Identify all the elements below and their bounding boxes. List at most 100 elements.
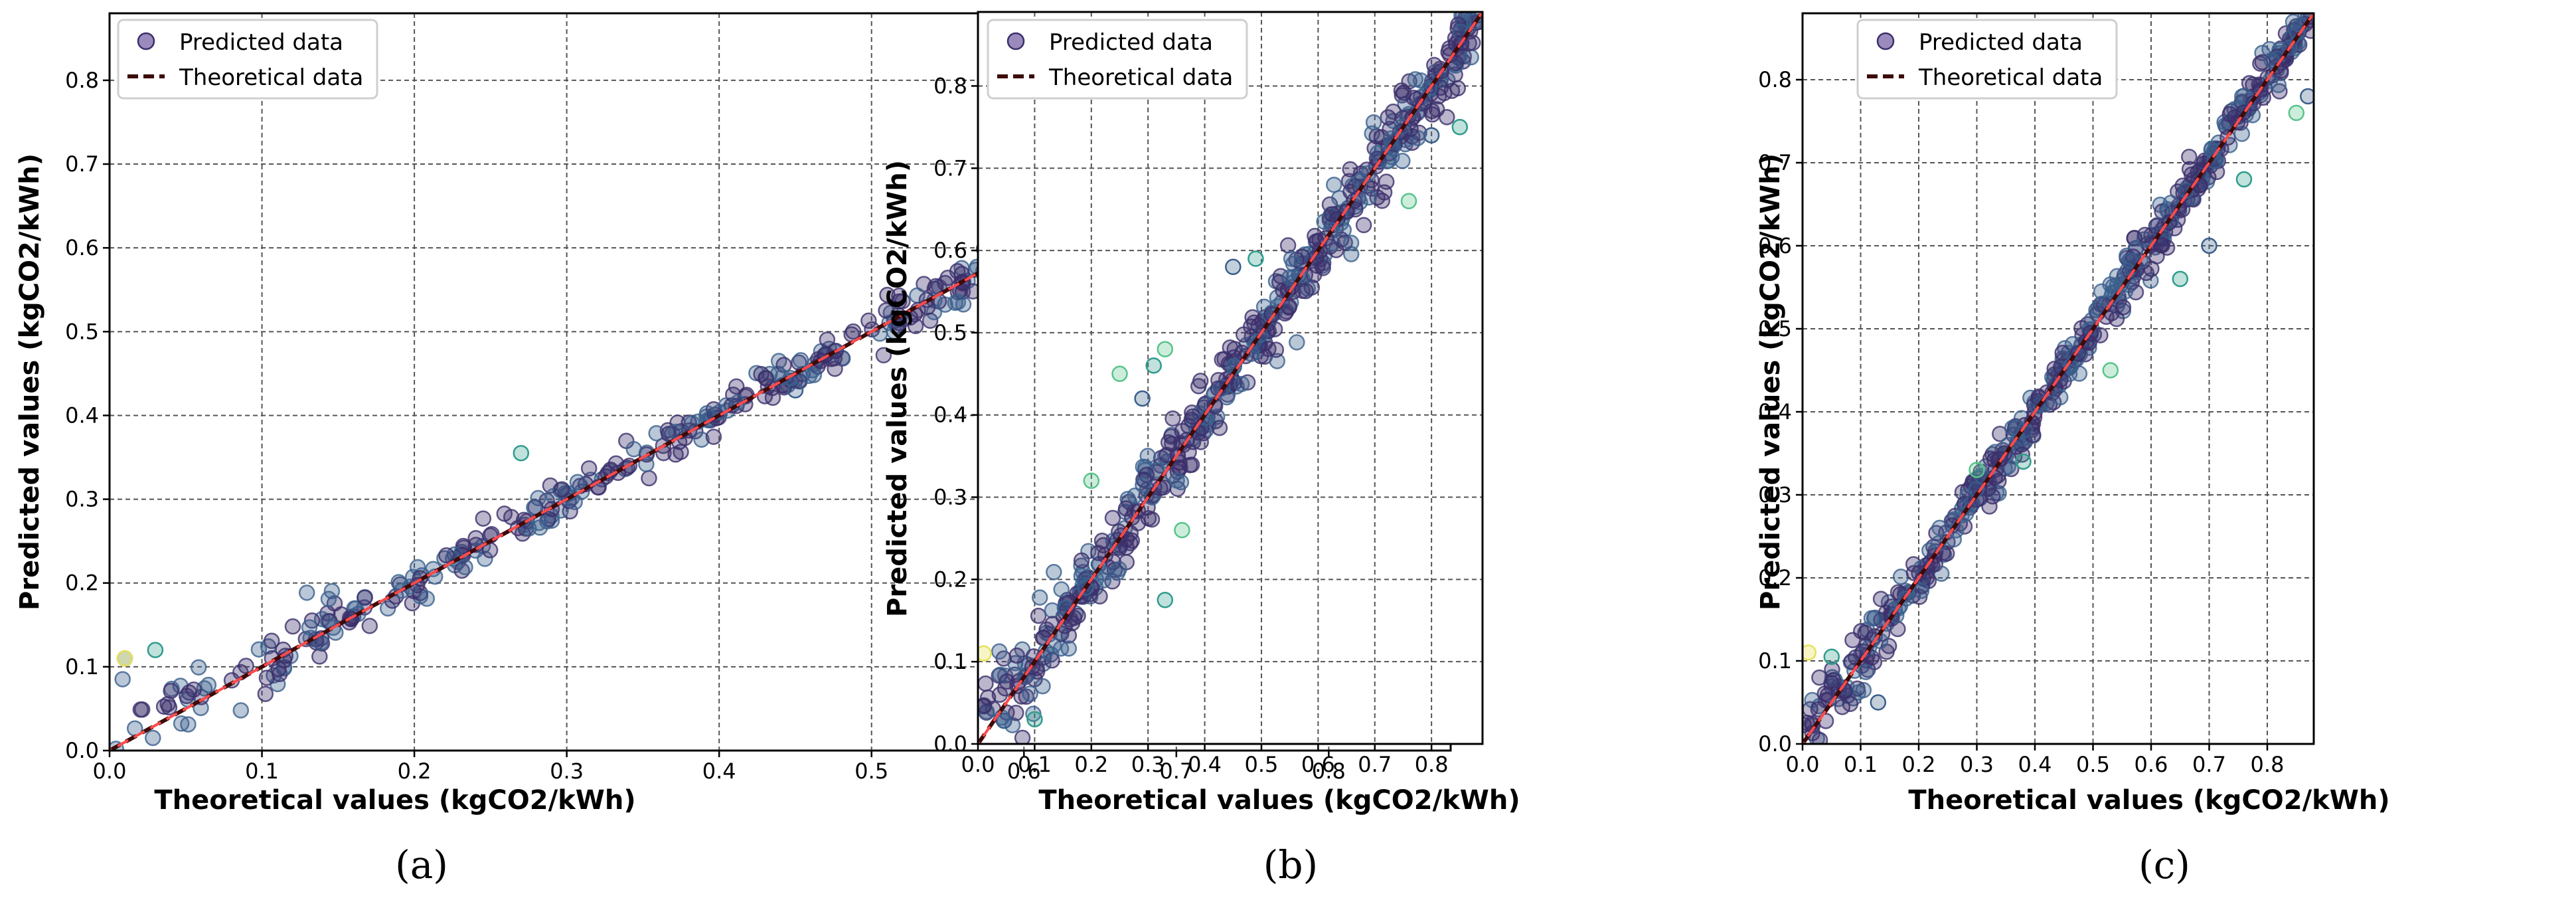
data-point — [728, 378, 745, 395]
data-point — [1233, 375, 1250, 393]
data-point — [978, 675, 994, 692]
data-point — [1981, 498, 1998, 515]
data-point — [145, 729, 161, 747]
data-point-outlier — [116, 650, 133, 667]
data-point — [1034, 677, 1051, 695]
legend-label-predicted: Predicted data — [1049, 29, 1213, 56]
y-tick-label: 0.4 — [1758, 399, 1792, 424]
y-tick-label: 0.8 — [933, 73, 967, 98]
grid — [1803, 13, 2314, 744]
legend-box — [1856, 19, 2118, 100]
y-tick-label: 0.2 — [1758, 565, 1792, 590]
data-point — [1053, 581, 1070, 598]
data-point-outlier — [1083, 472, 1100, 490]
data-point — [2054, 344, 2071, 361]
data-point — [530, 490, 546, 507]
data-point — [1111, 561, 1127, 578]
data-point — [1299, 280, 1316, 297]
data-point — [2271, 83, 2288, 100]
legend: Predicted data Theoretical data — [987, 19, 1248, 100]
theoretical-line-red — [978, 12, 1483, 744]
data-point — [819, 331, 836, 348]
data-point — [1892, 569, 1909, 585]
x-tick-label: 0.4 — [2018, 752, 2052, 777]
data-point — [860, 312, 877, 329]
data-point — [1283, 250, 1300, 267]
x-tick-label: 0.2 — [398, 759, 432, 784]
data-point — [705, 428, 722, 445]
data-point — [991, 686, 1008, 703]
data-point — [1117, 500, 1135, 517]
data-point — [323, 583, 341, 600]
data-point — [1279, 237, 1297, 254]
data-point — [1342, 234, 1360, 251]
data-point — [1192, 434, 1209, 450]
subcaption: (a) — [395, 842, 448, 887]
data-point — [503, 509, 520, 525]
x-tick-label: 0.2 — [1074, 752, 1108, 777]
data-point — [180, 716, 197, 733]
data-point — [1394, 153, 1411, 169]
data-point — [250, 641, 268, 658]
plot-area: 0.0 0.1 0.2 0.3 0.4 0.5 0.6 0.7 0.8 0.0 0.1 0.2 0.3 0… — [1758, 12, 2315, 777]
data-point — [1104, 509, 1121, 527]
data-point — [1165, 410, 1181, 427]
data-point-outlier — [978, 645, 992, 662]
axes-frame — [977, 11, 1484, 745]
data-point — [1163, 428, 1180, 445]
legend: Predicted data Theoretical data — [117, 19, 378, 100]
y-tick-label: 0.2 — [933, 567, 967, 592]
data-point — [1816, 685, 1834, 702]
data-point — [379, 600, 396, 617]
data-point — [1260, 340, 1277, 357]
y-tick-label: 0.6 — [933, 238, 967, 263]
data-point — [1905, 556, 1922, 573]
data-point — [270, 660, 287, 677]
y-tick-label: 0.8 — [1758, 67, 1792, 92]
data-point — [1281, 269, 1298, 286]
y-tick-label: 0.3 — [65, 487, 99, 512]
theoretical-line — [978, 12, 1483, 744]
data-point — [1281, 298, 1298, 315]
data-point — [2136, 226, 2154, 244]
x-tick-label: 0.5 — [2076, 752, 2110, 777]
data-point — [625, 441, 643, 458]
data-point — [1046, 564, 1062, 581]
legend-label-predicted: Predicted data — [1919, 29, 2083, 56]
data-point — [1365, 114, 1382, 131]
data-point — [875, 347, 892, 364]
data-point — [1073, 552, 1090, 569]
y-axis-label: Predicted values (kgCO2/kWh) — [1755, 153, 1786, 610]
data-point-outlier — [513, 444, 530, 462]
data-point — [257, 685, 274, 702]
data-point — [979, 689, 997, 706]
x-tick-label: 0.6 — [2134, 752, 2168, 777]
data-point — [1844, 632, 1861, 648]
x-tick-label: 0.4 — [702, 759, 736, 784]
data-point — [232, 702, 250, 719]
x-tick-label: 0.8 — [1415, 752, 1449, 777]
data-point — [526, 499, 542, 516]
data-point — [1243, 318, 1259, 335]
data-point — [1396, 84, 1412, 101]
data-point — [1183, 411, 1200, 428]
x-tick-label: 0.1 — [1844, 752, 1878, 777]
data-point — [1880, 638, 1897, 654]
y-tick-label: 0.3 — [933, 485, 967, 510]
x-tick-label: 0.8 — [2251, 752, 2285, 777]
data-point — [1449, 80, 1467, 97]
data-point — [2052, 389, 2069, 406]
y-tick-label: 0.1 — [1758, 648, 1792, 674]
data-point — [758, 370, 775, 387]
data-point-outlier — [1145, 357, 1162, 374]
plot-area: 0.0 0.1 0.2 0.3 0.4 0.5 0.6 0.7 0.8 0.0 0.1 0.2 0.3 0… — [933, 11, 1484, 777]
x-axis-label: Theoretical values (kgCO2/kWh) — [1908, 785, 2389, 816]
legend: Predicted data Theoretical data — [1856, 19, 2118, 100]
data-point-outlier — [2300, 88, 2314, 105]
y-tick-label: 0.5 — [933, 320, 967, 345]
data-point — [418, 590, 436, 607]
data-point — [1811, 669, 1828, 686]
subcaption: (c) — [2138, 842, 2190, 887]
data-point — [1266, 321, 1283, 337]
